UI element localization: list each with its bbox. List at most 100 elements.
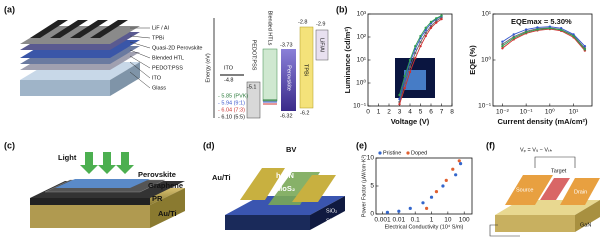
panel-label: (f) xyxy=(486,140,495,150)
data-point xyxy=(398,102,401,106)
substrate-side xyxy=(575,200,600,232)
legend-marker xyxy=(406,151,410,155)
data-point xyxy=(429,195,434,199)
sio2-label: SiO₂ xyxy=(326,208,337,214)
perovskite-layer xyxy=(55,179,150,188)
data-point xyxy=(408,65,412,69)
light-arrow xyxy=(98,152,116,174)
si-side xyxy=(225,215,310,230)
panel-label: (b) xyxy=(336,4,348,14)
data-point xyxy=(429,26,433,30)
data-point xyxy=(434,190,439,194)
data-point xyxy=(559,27,563,30)
tpbi-label: TPBi xyxy=(303,64,309,76)
axis-label: Energy (eV) xyxy=(205,53,211,83)
source-label: Source xyxy=(516,187,533,193)
x-tick-label: 4 xyxy=(408,109,412,116)
data-point xyxy=(408,70,412,74)
x-tick-label: 10⁰ xyxy=(545,108,555,116)
level-label: -5.1 xyxy=(247,84,256,90)
equation: Vₚ = V₉ − Vₜₕ xyxy=(520,147,553,153)
electrode xyxy=(50,20,88,38)
light-label: Light xyxy=(58,153,77,162)
plot-frame xyxy=(375,157,473,215)
data-point xyxy=(414,51,417,55)
data-point xyxy=(524,31,528,34)
data-point xyxy=(414,44,417,48)
legend-label: Pristine xyxy=(383,150,401,156)
y-tick-label: 5 xyxy=(370,183,374,190)
lif-box xyxy=(315,29,329,61)
homo-label: - 6.04 (7:3) xyxy=(218,107,245,113)
pedot-box xyxy=(246,81,261,119)
y-tick-label: 10¹ xyxy=(482,11,492,18)
x-axis-label: Electrical Conductivity (10⁴ S/m) xyxy=(385,223,464,230)
data-point xyxy=(424,34,427,38)
x-tick-label: 0.001 xyxy=(374,217,391,224)
leader-line xyxy=(129,61,151,79)
lif-label: LiF/Al xyxy=(319,38,325,52)
data-point xyxy=(512,36,515,40)
data-point xyxy=(419,44,422,48)
x-tick-label: 6 xyxy=(429,109,433,116)
x-tick-label: 1 xyxy=(377,109,381,116)
data-point xyxy=(403,74,406,78)
target-label: Target xyxy=(551,168,567,174)
data-point xyxy=(435,19,438,23)
layer-label: LiF / Al xyxy=(152,25,169,31)
legend-label: Doped xyxy=(411,150,427,156)
data-point xyxy=(458,162,463,166)
level-label: -6.32 xyxy=(280,113,293,119)
panel-label: (c) xyxy=(4,140,15,150)
leader-line xyxy=(129,35,151,39)
wire xyxy=(489,224,520,237)
layer-label: PEDOT:PSS xyxy=(152,65,183,71)
data-point xyxy=(512,33,515,36)
data-point xyxy=(385,210,390,214)
y-axis-label: Power Factor (μW/cm·K²) xyxy=(361,155,367,218)
x-tick-label: 7 xyxy=(440,109,444,116)
x-tick-label: 2 xyxy=(387,109,391,116)
series-line xyxy=(502,27,586,49)
tpbi-box xyxy=(299,26,314,109)
panel-label: (e) xyxy=(356,140,367,150)
series-line xyxy=(502,28,586,51)
leader-line xyxy=(129,41,151,49)
data-point xyxy=(424,31,427,35)
level-label: -2.8 xyxy=(298,19,307,25)
annotation: EQEmax = 5.30% xyxy=(511,17,572,26)
data-point xyxy=(583,44,587,48)
glass-side xyxy=(110,62,140,96)
homo-label: - 6.10 (5:5) xyxy=(218,114,245,120)
x-tick-label: 0.1 xyxy=(411,217,420,224)
x-tick-label: 0 xyxy=(366,109,370,116)
y-axis-label: Luminance (cd/m²) xyxy=(343,26,352,93)
substrate-label: GaN xyxy=(580,222,591,228)
data-point xyxy=(559,28,563,32)
data-point xyxy=(501,44,504,48)
y-tick-label: 10⁰ xyxy=(356,79,366,87)
data-point xyxy=(548,27,552,30)
x-axis-label: Voltage (V) xyxy=(391,117,430,126)
leader-line xyxy=(129,49,151,59)
x-tick-label: 10 xyxy=(444,217,452,224)
electrode-label: Au/Ti xyxy=(212,173,231,182)
data-point xyxy=(397,209,401,213)
data-point xyxy=(536,26,539,29)
drain-pad xyxy=(560,178,600,205)
level-label: -6.2 xyxy=(300,110,309,116)
data-point xyxy=(441,184,445,188)
ito-label: ITO xyxy=(224,65,234,71)
data-point xyxy=(536,28,539,31)
data-point xyxy=(501,43,504,46)
pedot-label: PEDOT:PSS xyxy=(251,40,257,71)
data-point xyxy=(440,14,443,17)
electrode xyxy=(292,175,336,202)
x-tick-label: 1 xyxy=(430,217,434,224)
x-tick-label: 8 xyxy=(450,109,454,116)
layer-label: Quasi-2D Perovskite xyxy=(152,45,202,51)
data-point xyxy=(419,40,422,44)
substrate-side xyxy=(495,215,575,232)
data-point xyxy=(501,47,504,50)
x-tick-label: 10¹ xyxy=(569,109,579,116)
